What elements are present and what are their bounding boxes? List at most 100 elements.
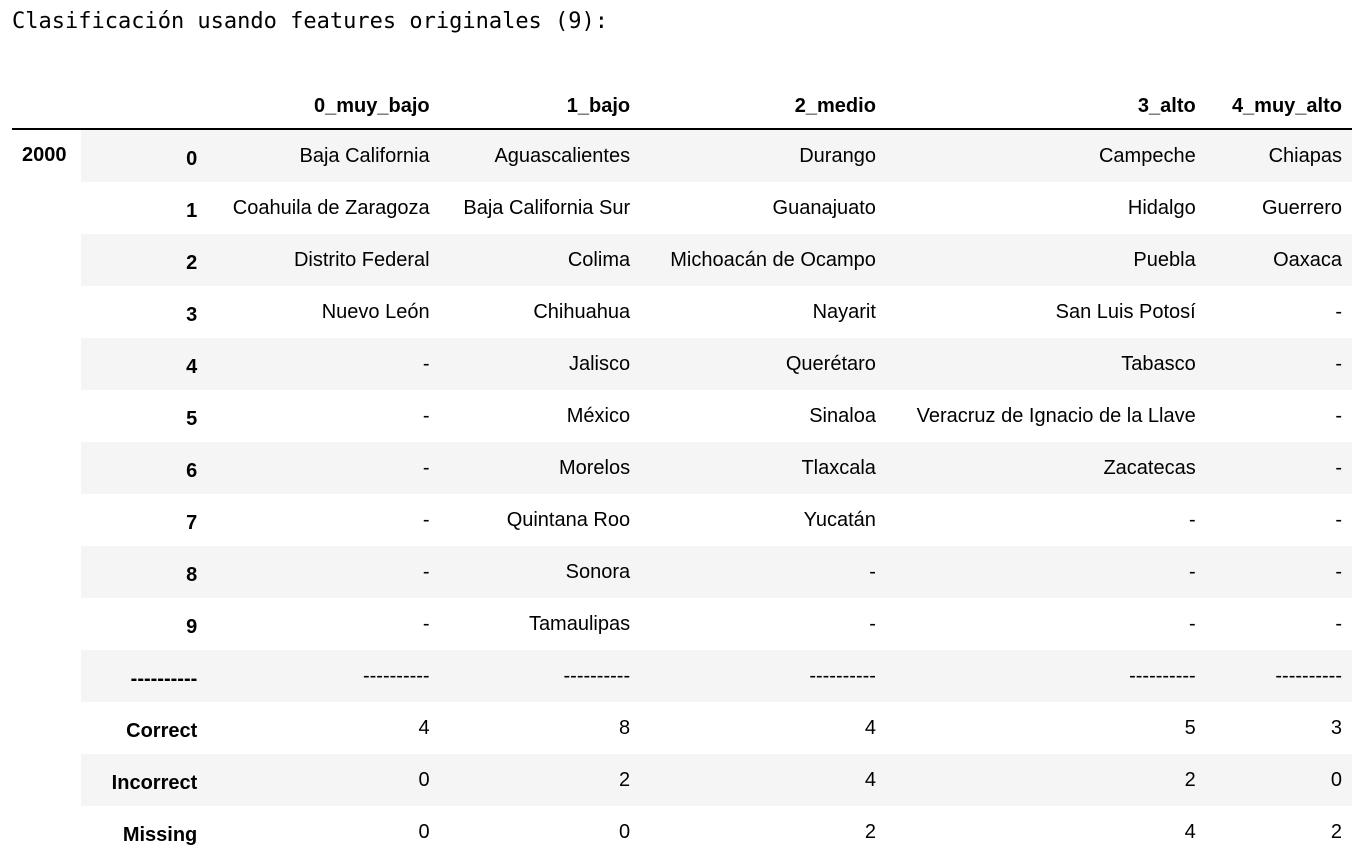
- table-cell: 0: [207, 806, 440, 858]
- table-cell: Tamaulipas: [439, 598, 641, 650]
- table-cell: -: [1205, 338, 1352, 390]
- table-cell: Nuevo León: [207, 286, 440, 338]
- table-cell: Jalisco: [439, 338, 641, 390]
- table-cell: -: [1205, 494, 1352, 546]
- table-cell: Campeche: [885, 129, 1206, 182]
- table-cell: -: [1205, 598, 1352, 650]
- table-cell: Aguascalientes: [439, 129, 641, 182]
- outer-index-label: 2000: [12, 129, 82, 858]
- table-cell: -: [207, 338, 440, 390]
- table-row: ---------- ---------- ---------- ----------…: [12, 650, 1352, 702]
- table-cell: Michoacán de Ocampo: [640, 234, 886, 286]
- table-cell: Chihuahua: [439, 286, 641, 338]
- classification-table: 0_muy_bajo 1_bajo 2_medio 3_alto 4_muy_a…: [12, 84, 1352, 858]
- table-row: 2 Distrito Federal Colima Michoacán de Ocam…: [12, 234, 1352, 286]
- table-cell: 2: [640, 806, 886, 858]
- table-cell: -: [1205, 286, 1352, 338]
- table-cell: Coahuila de Zaragoza: [207, 182, 440, 234]
- row-index-label: 8: [81, 546, 208, 598]
- table-cell: Hidalgo: [885, 182, 1206, 234]
- table-row: 8- Sonora - - -: [12, 546, 1352, 598]
- table-cell: 4: [640, 754, 886, 806]
- table-cell: ----------: [885, 650, 1206, 702]
- table-cell: -: [885, 546, 1206, 598]
- column-header: 1_bajo: [439, 84, 641, 130]
- row-index-label: 1: [81, 182, 208, 234]
- table-cell: -: [885, 494, 1206, 546]
- table-row: Incorrect 0 2 4 2 0: [12, 754, 1352, 806]
- table-cell: San Luis Potosí: [885, 286, 1206, 338]
- table-cell: 5: [885, 702, 1206, 754]
- row-index-label: ----------: [81, 650, 208, 702]
- table-cell: Guanajuato: [640, 182, 886, 234]
- header-row: 0_muy_bajo 1_bajo 2_medio 3_alto 4_muy_a…: [12, 84, 1352, 130]
- table-cell: 0: [207, 754, 440, 806]
- row-index-label: 4: [81, 338, 208, 390]
- table-cell: Chiapas: [1205, 129, 1352, 182]
- row-index-label: 6: [81, 442, 208, 494]
- table-cell: Morelos: [439, 442, 641, 494]
- row-index-label: Missing: [81, 806, 208, 858]
- table-row: 6- Morelos Tlaxcala Zacatecas -: [12, 442, 1352, 494]
- table-row: Correct 4 8 4 5 3: [12, 702, 1352, 754]
- table-cell: -: [885, 598, 1206, 650]
- table-cell: Zacatecas: [885, 442, 1206, 494]
- table-cell: 2: [885, 754, 1206, 806]
- table-cell: -: [1205, 546, 1352, 598]
- table-cell: -: [1205, 390, 1352, 442]
- table-cell: -: [207, 598, 440, 650]
- table-cell: Oaxaca: [1205, 234, 1352, 286]
- table-cell: 4: [207, 702, 440, 754]
- table-row: 1 Coahuila de Zaragoza Baja California Sur…: [12, 182, 1352, 234]
- table-cell: Puebla: [885, 234, 1206, 286]
- row-index-label: 5: [81, 390, 208, 442]
- column-header: 0_muy_bajo: [207, 84, 440, 130]
- table-cell: Baja California: [207, 129, 440, 182]
- column-header: 3_alto: [885, 84, 1206, 130]
- table-cell: Tabasco: [885, 338, 1206, 390]
- table-cell: Tlaxcala: [640, 442, 886, 494]
- table-cell: 0: [1205, 754, 1352, 806]
- table-cell: Veracruz de Ignacio de la Llave: [885, 390, 1206, 442]
- table-cell: 4: [640, 702, 886, 754]
- table-cell: ----------: [640, 650, 886, 702]
- table-cell: Yucatán: [640, 494, 886, 546]
- table-cell: Durango: [640, 129, 886, 182]
- table-cell: 2: [439, 754, 641, 806]
- table-body: 2000 0 Baja California Aguascalientes Durang…: [12, 129, 1352, 858]
- column-header: 4_muy_alto: [1205, 84, 1352, 130]
- table-cell: -: [207, 442, 440, 494]
- table-cell: México: [439, 390, 641, 442]
- row-index-label: 0: [81, 129, 208, 182]
- table-cell: Distrito Federal: [207, 234, 440, 286]
- header-blank-inner: [81, 84, 208, 130]
- row-index-label: Incorrect: [81, 754, 208, 806]
- table-cell: -: [640, 598, 886, 650]
- table-cell: Querétaro: [640, 338, 886, 390]
- table-cell: Sonora: [439, 546, 641, 598]
- column-header: 2_medio: [640, 84, 886, 130]
- table-cell: -: [640, 546, 886, 598]
- table-row: Missing 0 0 2 4 2: [12, 806, 1352, 858]
- table-cell: Baja California Sur: [439, 182, 641, 234]
- table-row: 3 Nuevo León Chihuahua Nayarit San Luis Poto…: [12, 286, 1352, 338]
- header-blank-outer: [12, 84, 82, 130]
- table-cell: -: [207, 390, 440, 442]
- table-row: 7- Quintana Roo Yucatán - -: [12, 494, 1352, 546]
- table-cell: 4: [885, 806, 1206, 858]
- table-cell: 3: [1205, 702, 1352, 754]
- row-index-label: 2: [81, 234, 208, 286]
- table-row: 2000 0 Baja California Aguascalientes Durang…: [12, 129, 1352, 858]
- row-index-label: Correct: [81, 702, 208, 754]
- table-cell: -: [207, 546, 440, 598]
- table-cell: ----------: [1205, 650, 1352, 702]
- table-header: 0_muy_bajo 1_bajo 2_medio 3_alto 4_muy_a…: [12, 84, 1352, 130]
- output-title: Clasificación usando features originales…: [12, 9, 609, 34]
- table-row: 5- México Sinaloa Veracruz de Ignacio de la…: [12, 390, 1352, 442]
- table-cell: Sinaloa: [640, 390, 886, 442]
- table-cell: Nayarit: [640, 286, 886, 338]
- table-cell: 8: [439, 702, 641, 754]
- table-row: 4- Jalisco Querétaro Tabasco -: [12, 338, 1352, 390]
- table-cell: Quintana Roo: [439, 494, 641, 546]
- table-cell: ----------: [207, 650, 440, 702]
